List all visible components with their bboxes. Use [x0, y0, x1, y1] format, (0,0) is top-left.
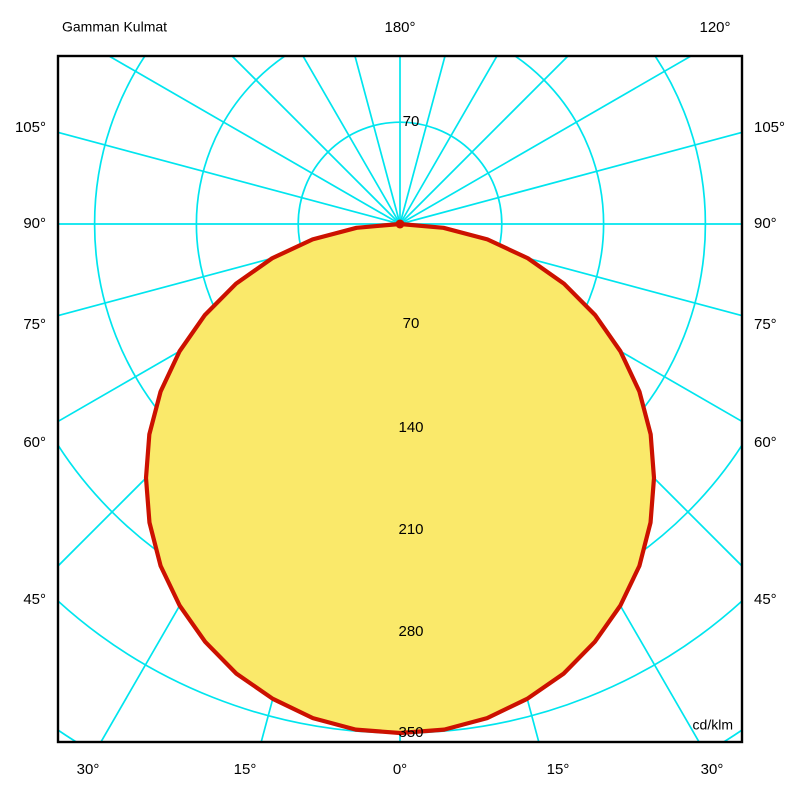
- radial-tick-label: 210: [398, 521, 423, 538]
- angle-label-left: 75°: [23, 316, 46, 333]
- angle-label-left: 105°: [15, 119, 46, 136]
- chart-title: Gamman Kulmat: [62, 19, 167, 35]
- angle-label-left: 60°: [23, 434, 46, 451]
- angle-label-left: 45°: [23, 591, 46, 608]
- angle-label-right: 60°: [754, 434, 777, 451]
- intensity-curve-group: [143, 219, 657, 736]
- radial-tick-label: 70: [403, 113, 420, 130]
- angle-label-right: 75°: [754, 316, 777, 333]
- radial-tick-label: 350: [398, 724, 423, 741]
- radial-tick-label: 140: [398, 419, 423, 436]
- radial-tick-labels: 70 70 140 210 280 350: [398, 113, 423, 741]
- angle-label-bottom: 15°: [547, 761, 570, 778]
- angle-label-bottom: 0°: [393, 761, 407, 778]
- angle-label-bottom: 30°: [701, 761, 724, 778]
- angle-axis-labels: 180° 120° 105° 90° 75° 60° 45° 105° 90° 75° 60° 45°…: [15, 19, 785, 778]
- angle-label-right: 45°: [754, 591, 777, 608]
- radial-tick-label: 70: [403, 315, 420, 332]
- angle-label-right: 90°: [754, 215, 777, 232]
- angle-label-right: 105°: [754, 119, 785, 136]
- radial-tick-label: 280: [398, 623, 423, 640]
- intensity-curve: [143, 221, 657, 736]
- angle-label-top: 120°: [699, 19, 730, 36]
- origin-marker: [395, 219, 405, 229]
- plot-frame: [56, 54, 744, 744]
- angle-label-bottom: 15°: [234, 761, 257, 778]
- angle-label-top: 180°: [384, 19, 415, 36]
- angle-label-left: 90°: [23, 215, 46, 232]
- unit-label: cd/klm: [693, 717, 733, 733]
- angle-label-bottom: 30°: [77, 761, 100, 778]
